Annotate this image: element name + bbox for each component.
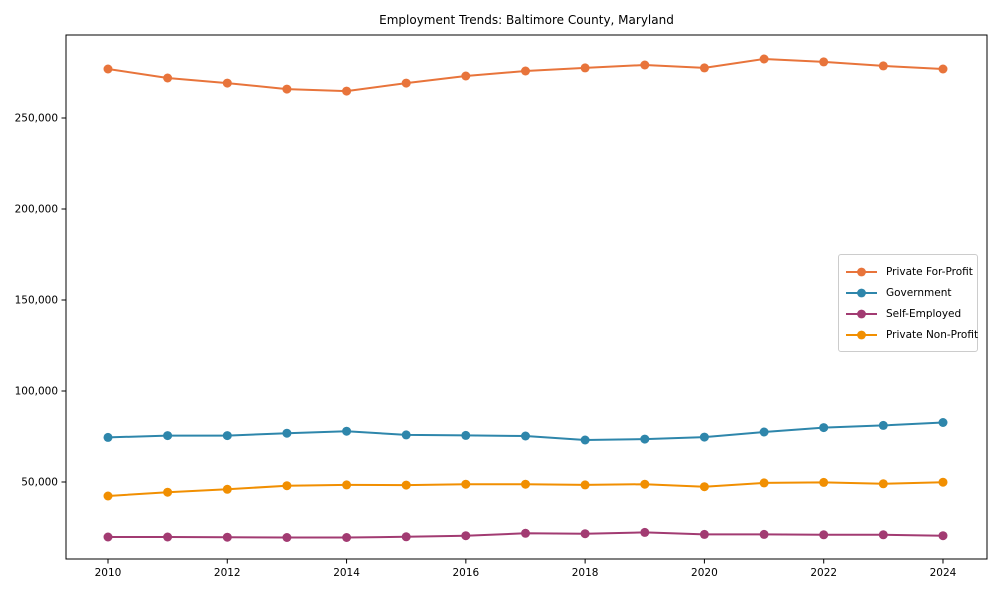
- y-tick-label: 250,000: [15, 112, 58, 124]
- data-point-marker: [938, 418, 948, 427]
- data-point-marker: [401, 532, 411, 542]
- data-point-marker: [699, 63, 709, 73]
- data-point-marker: [282, 428, 292, 438]
- chart-title: Employment Trends: Baltimore County, Mar…: [379, 13, 674, 27]
- data-point-marker: [342, 533, 352, 542]
- data-point-marker: [521, 66, 530, 76]
- x-tick-label: 2022: [810, 567, 837, 579]
- data-point-marker: [878, 479, 888, 489]
- data-point-marker: [103, 532, 113, 542]
- data-point-marker: [342, 426, 352, 436]
- x-tick-label: 2018: [572, 567, 599, 579]
- data-point-marker: [580, 435, 590, 445]
- data-point-marker: [521, 479, 530, 489]
- data-point-marker: [819, 423, 829, 433]
- legend-item: Private For-Profit: [846, 261, 973, 282]
- legend-label: Private For-Profit: [886, 265, 973, 278]
- data-point-marker: [699, 432, 709, 442]
- data-point-marker: [222, 78, 232, 88]
- data-point-marker: [819, 477, 829, 487]
- data-point-marker: [163, 487, 173, 497]
- data-point-marker: [461, 479, 471, 489]
- legend-swatch-icon: [846, 330, 877, 339]
- x-tick-label: 2010: [95, 567, 122, 579]
- y-tick-label: 200,000: [15, 203, 58, 215]
- x-tick-label: 2024: [930, 567, 957, 579]
- data-point-marker: [938, 64, 948, 74]
- data-point-marker: [461, 531, 471, 541]
- data-point-marker: [222, 532, 232, 542]
- y-tick-label: 150,000: [15, 295, 58, 307]
- data-point-marker: [878, 61, 888, 71]
- data-point-marker: [282, 84, 292, 94]
- legend-label: Government: [886, 286, 952, 299]
- data-point-marker: [163, 431, 173, 441]
- data-point-marker: [759, 529, 769, 539]
- data-point-marker: [640, 434, 650, 444]
- y-tick-label: 50,000: [21, 477, 58, 489]
- data-point-marker: [640, 60, 650, 70]
- legend-swatch-icon: [846, 267, 877, 276]
- data-point-marker: [222, 484, 232, 494]
- data-point-marker: [580, 529, 590, 539]
- legend: Private For-Profit Government Self-Employe…: [838, 254, 978, 352]
- legend-item: Private Non-Profit: [846, 324, 978, 345]
- data-point-marker: [878, 530, 888, 540]
- data-point-marker: [461, 430, 471, 440]
- x-tick-label: 2012: [214, 567, 241, 579]
- data-point-marker: [819, 57, 829, 67]
- x-tick-label: 2014: [333, 567, 360, 579]
- legend-swatch-icon: [846, 309, 877, 318]
- axes-frame: [65, 34, 988, 560]
- data-point-marker: [759, 54, 769, 64]
- data-point-marker: [640, 479, 650, 489]
- data-point-marker: [342, 480, 352, 490]
- data-point-marker: [759, 478, 769, 488]
- data-point-marker: [401, 480, 411, 490]
- legend-label: Self-Employed: [886, 307, 962, 320]
- data-point-marker: [580, 480, 590, 490]
- legend-item: Self-Employed: [846, 303, 969, 324]
- data-point-marker: [640, 527, 650, 537]
- data-point-marker: [103, 432, 113, 442]
- data-point-marker: [401, 78, 411, 88]
- x-tick-label: 2020: [691, 567, 718, 579]
- data-point-marker: [699, 482, 709, 492]
- data-point-marker: [461, 71, 471, 81]
- data-point-marker: [521, 528, 530, 538]
- data-point-marker: [282, 481, 292, 491]
- data-point-marker: [759, 427, 769, 437]
- data-point-marker: [103, 491, 113, 501]
- data-point-marker: [103, 64, 113, 74]
- data-point-marker: [342, 86, 352, 96]
- data-point-marker: [401, 430, 411, 440]
- data-point-marker: [282, 533, 292, 542]
- data-point-marker: [878, 420, 888, 430]
- data-point-marker: [938, 477, 948, 487]
- data-point-marker: [819, 530, 829, 540]
- data-point-marker: [163, 532, 173, 542]
- legend-item: Government: [846, 282, 969, 303]
- legend-label: Private Non-Profit: [886, 328, 979, 341]
- data-point-marker: [163, 73, 173, 83]
- x-tick-label: 2016: [452, 567, 479, 579]
- data-point-marker: [699, 529, 709, 539]
- data-point-marker: [521, 431, 530, 441]
- data-point-marker: [580, 63, 590, 73]
- legend-swatch-icon: [846, 288, 877, 297]
- data-point-marker: [222, 431, 232, 441]
- y-tick-label: 100,000: [15, 386, 58, 398]
- data-point-marker: [938, 531, 948, 541]
